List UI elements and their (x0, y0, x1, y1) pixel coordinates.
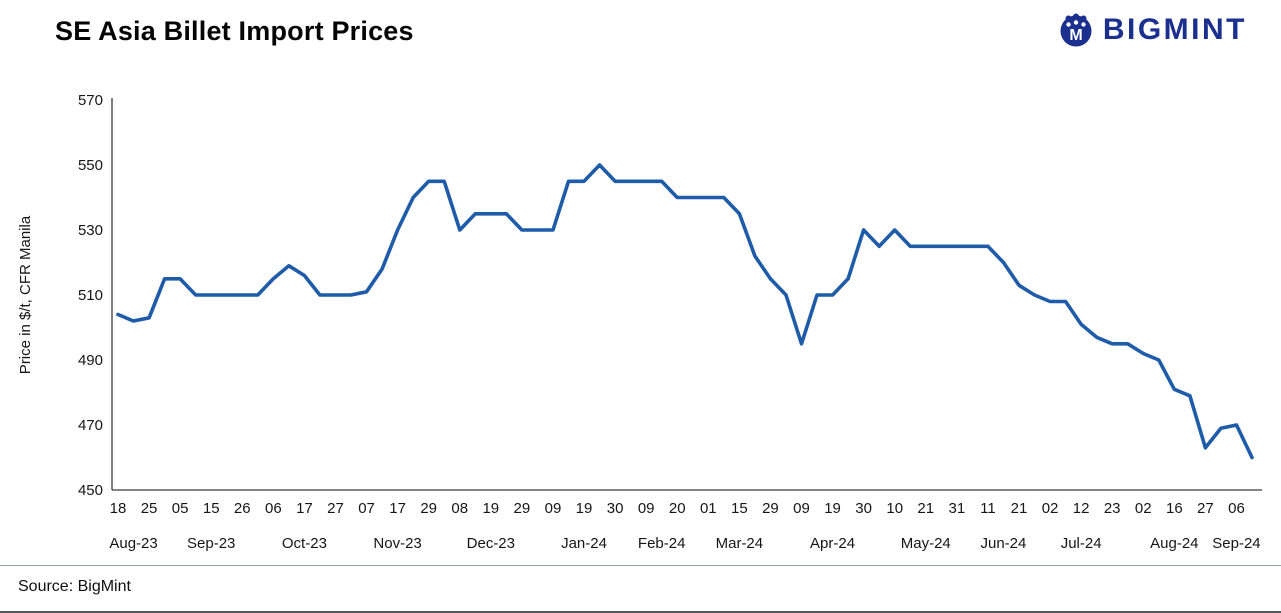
x-axis-day-label: 12 (1073, 500, 1090, 517)
y-axis-tick-label: 570 (78, 92, 103, 109)
page-title: SE Asia Billet Import Prices (55, 16, 414, 46)
x-axis-day-label: 18 (110, 500, 127, 517)
y-axis-tick-label: 550 (78, 157, 103, 174)
x-axis-month-label: Sep-23 (187, 535, 235, 552)
x-axis-day-label: 29 (762, 500, 779, 517)
footer-divider (0, 565, 1281, 566)
x-axis-day-label: 21 (1011, 500, 1028, 517)
x-axis-day-label: 21 (917, 500, 934, 517)
x-axis-day-label: 06 (265, 500, 282, 517)
x-axis-day-label: 27 (1197, 500, 1214, 517)
x-axis-day-label: 19 (576, 500, 593, 517)
x-axis-month-label: Feb-24 (638, 535, 686, 552)
bigmint-logo-text: BIGMINT (1102, 13, 1247, 46)
y-axis-tick-label: 490 (78, 352, 103, 369)
x-axis-day-label: 25 (141, 500, 158, 517)
x-axis-month-label: Oct-23 (282, 535, 327, 552)
x-axis-day-label: 15 (731, 500, 748, 517)
x-axis-day-label: 07 (358, 500, 375, 517)
x-axis-day-label: 26 (234, 500, 251, 517)
y-axis-tick-label: 510 (78, 287, 103, 304)
y-axis-tick-label: 450 (78, 482, 103, 499)
bigmint-logo: M BIGMINT (1058, 12, 1247, 48)
x-axis-day-label: 09 (545, 500, 562, 517)
billet-price-line-chart: 450 470 490 510 530 550 570 Price in $/t, CFR M… (17, 92, 1262, 552)
x-axis-day-label: 08 (451, 500, 468, 517)
x-axis-day-label: 02 (1135, 500, 1152, 517)
bigmint-logo-icon: M (1060, 13, 1092, 47)
y-axis-title: Price in $/t, CFR Manila (17, 215, 34, 374)
x-axis-day-label: 27 (327, 500, 344, 517)
x-axis-day-label: 17 (296, 500, 313, 517)
x-axis-day-label: 30 (855, 500, 872, 517)
x-axis-month-label: Jan-24 (561, 535, 607, 552)
x-axis-day-label: 30 (607, 500, 624, 517)
x-axis-day-label: 23 (1104, 500, 1121, 517)
x-axis-month-label: Nov-23 (373, 535, 421, 552)
x-axis-month-label: Sep-24 (1212, 535, 1260, 552)
x-axis-day-label: 19 (482, 500, 499, 517)
y-axis-tick-label: 530 (78, 222, 103, 239)
x-axis-month-label: Jun-24 (981, 535, 1027, 552)
x-axis-day-label: 11 (980, 500, 996, 517)
source-note: Source: BigMint (18, 578, 131, 595)
x-axis-month-label: Apr-24 (810, 535, 855, 552)
x-axis-day-label: 29 (420, 500, 437, 517)
x-axis-day-label: 15 (203, 500, 220, 517)
x-axis-day-label: 20 (669, 500, 686, 517)
x-axis-month-label: Mar-24 (716, 535, 764, 552)
x-axis-day-label: 05 (172, 500, 189, 517)
x-axis-day-label: 09 (793, 500, 810, 517)
y-axis-tick-label: 470 (78, 417, 103, 434)
x-axis-day-label: 31 (949, 500, 966, 517)
x-axis-day-label: 29 (514, 500, 531, 517)
x-axis-day-label: 16 (1166, 500, 1183, 517)
x-axis-day-label: 17 (389, 500, 406, 517)
x-axis-day-label: 06 (1228, 500, 1245, 517)
x-axis-month-label: Jul-24 (1061, 535, 1102, 552)
x-axis-month-label: Dec-23 (467, 535, 515, 552)
x-axis-day-label: 19 (824, 500, 841, 517)
x-axis-month-label: Aug-23 (109, 535, 157, 552)
x-axis-day-label: 02 (1042, 500, 1059, 517)
x-axis-day-label: 01 (700, 500, 717, 517)
x-axis-month-label: Aug-24 (1150, 535, 1198, 552)
svg-text:M: M (1069, 27, 1082, 44)
x-axis-day-label: 09 (638, 500, 655, 517)
x-axis-month-label: May-24 (901, 535, 951, 552)
price-line-series (116, 163, 1254, 460)
x-axis-day-label: 10 (886, 500, 903, 517)
